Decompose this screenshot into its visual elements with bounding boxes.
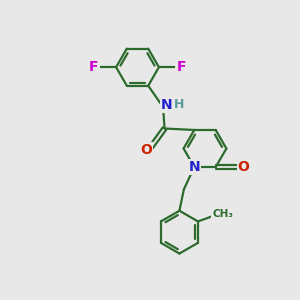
Text: O: O bbox=[238, 160, 250, 174]
Text: O: O bbox=[140, 143, 152, 157]
Text: F: F bbox=[89, 60, 99, 74]
Text: H: H bbox=[174, 98, 184, 111]
Text: F: F bbox=[176, 60, 186, 74]
Text: N: N bbox=[188, 160, 200, 174]
Text: CH₃: CH₃ bbox=[212, 209, 233, 219]
Text: N: N bbox=[161, 98, 172, 112]
